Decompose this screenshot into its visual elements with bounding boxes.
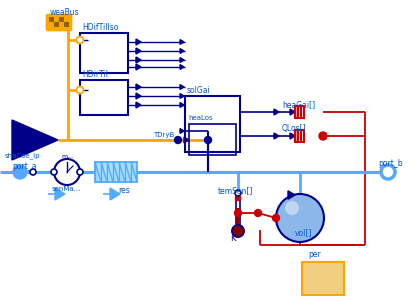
Text: HDirTil: HDirTil — [82, 70, 108, 79]
Polygon shape — [55, 188, 65, 200]
Text: port_a: port_a — [12, 162, 36, 171]
Bar — [300, 106, 303, 118]
Polygon shape — [180, 129, 184, 134]
Polygon shape — [273, 109, 278, 115]
Circle shape — [231, 225, 243, 237]
Circle shape — [318, 132, 326, 140]
Bar — [294, 106, 303, 118]
Text: port_b: port_b — [377, 159, 402, 168]
Bar — [59, 17, 64, 22]
Polygon shape — [289, 133, 294, 139]
Polygon shape — [287, 191, 294, 199]
Polygon shape — [184, 137, 189, 143]
Bar — [301, 262, 343, 295]
Polygon shape — [136, 48, 141, 54]
Bar — [54, 17, 59, 22]
Polygon shape — [136, 64, 141, 70]
Bar — [184, 96, 239, 152]
Text: solGai: solGai — [187, 86, 210, 95]
Text: res: res — [118, 186, 129, 195]
Bar — [236, 208, 239, 228]
Bar — [189, 124, 236, 155]
Text: QLos[]: QLos[] — [281, 124, 306, 133]
Polygon shape — [273, 133, 278, 139]
Text: weaBus: weaBus — [50, 8, 79, 17]
Text: HDifTilIso: HDifTilIso — [82, 23, 118, 32]
Circle shape — [231, 225, 243, 237]
Circle shape — [272, 215, 279, 221]
Bar — [294, 130, 297, 142]
Bar — [64, 22, 69, 27]
Polygon shape — [12, 120, 58, 160]
Bar — [294, 106, 297, 118]
Text: per: per — [307, 250, 320, 259]
Bar — [64, 17, 69, 22]
Polygon shape — [136, 57, 141, 63]
FancyBboxPatch shape — [46, 14, 71, 30]
Circle shape — [76, 37, 83, 44]
Polygon shape — [180, 40, 184, 45]
Text: m...: m... — [61, 154, 73, 159]
Circle shape — [77, 169, 83, 175]
Circle shape — [234, 190, 240, 196]
Polygon shape — [136, 39, 141, 45]
Bar — [49, 22, 54, 27]
Circle shape — [284, 201, 298, 215]
Polygon shape — [180, 85, 184, 89]
Polygon shape — [110, 188, 120, 200]
Polygon shape — [136, 102, 141, 108]
Text: K: K — [229, 234, 235, 243]
Bar — [95, 162, 137, 182]
Text: I: I — [182, 137, 185, 146]
Polygon shape — [180, 49, 184, 53]
Bar — [235, 196, 240, 200]
Circle shape — [275, 194, 323, 242]
Circle shape — [174, 137, 181, 143]
Polygon shape — [289, 109, 294, 115]
Bar — [54, 22, 59, 27]
Polygon shape — [180, 103, 184, 107]
Polygon shape — [180, 58, 184, 62]
Text: shaCoe_ip: shaCoe_ip — [5, 152, 40, 159]
Text: vol[]: vol[] — [294, 228, 312, 237]
Bar — [294, 130, 303, 142]
Circle shape — [54, 159, 80, 185]
Circle shape — [254, 209, 261, 216]
Text: TDryB: TDryB — [153, 132, 174, 138]
Polygon shape — [180, 94, 184, 99]
Text: senMa...: senMa... — [52, 186, 81, 192]
Bar — [80, 80, 128, 115]
Bar — [59, 22, 64, 27]
Circle shape — [51, 169, 57, 175]
Bar — [80, 33, 128, 73]
Text: temSen[]: temSen[] — [218, 186, 253, 195]
Bar — [49, 17, 54, 22]
Polygon shape — [180, 64, 184, 69]
Polygon shape — [136, 84, 141, 90]
Circle shape — [13, 165, 27, 179]
Circle shape — [204, 137, 211, 143]
Bar — [300, 130, 303, 142]
Bar — [236, 198, 239, 228]
Text: heaLos: heaLos — [188, 115, 212, 121]
Text: heaGai[]: heaGai[] — [281, 100, 315, 109]
Circle shape — [234, 209, 241, 216]
Circle shape — [30, 169, 36, 175]
Circle shape — [76, 87, 83, 94]
Circle shape — [380, 165, 394, 179]
Polygon shape — [136, 93, 141, 99]
